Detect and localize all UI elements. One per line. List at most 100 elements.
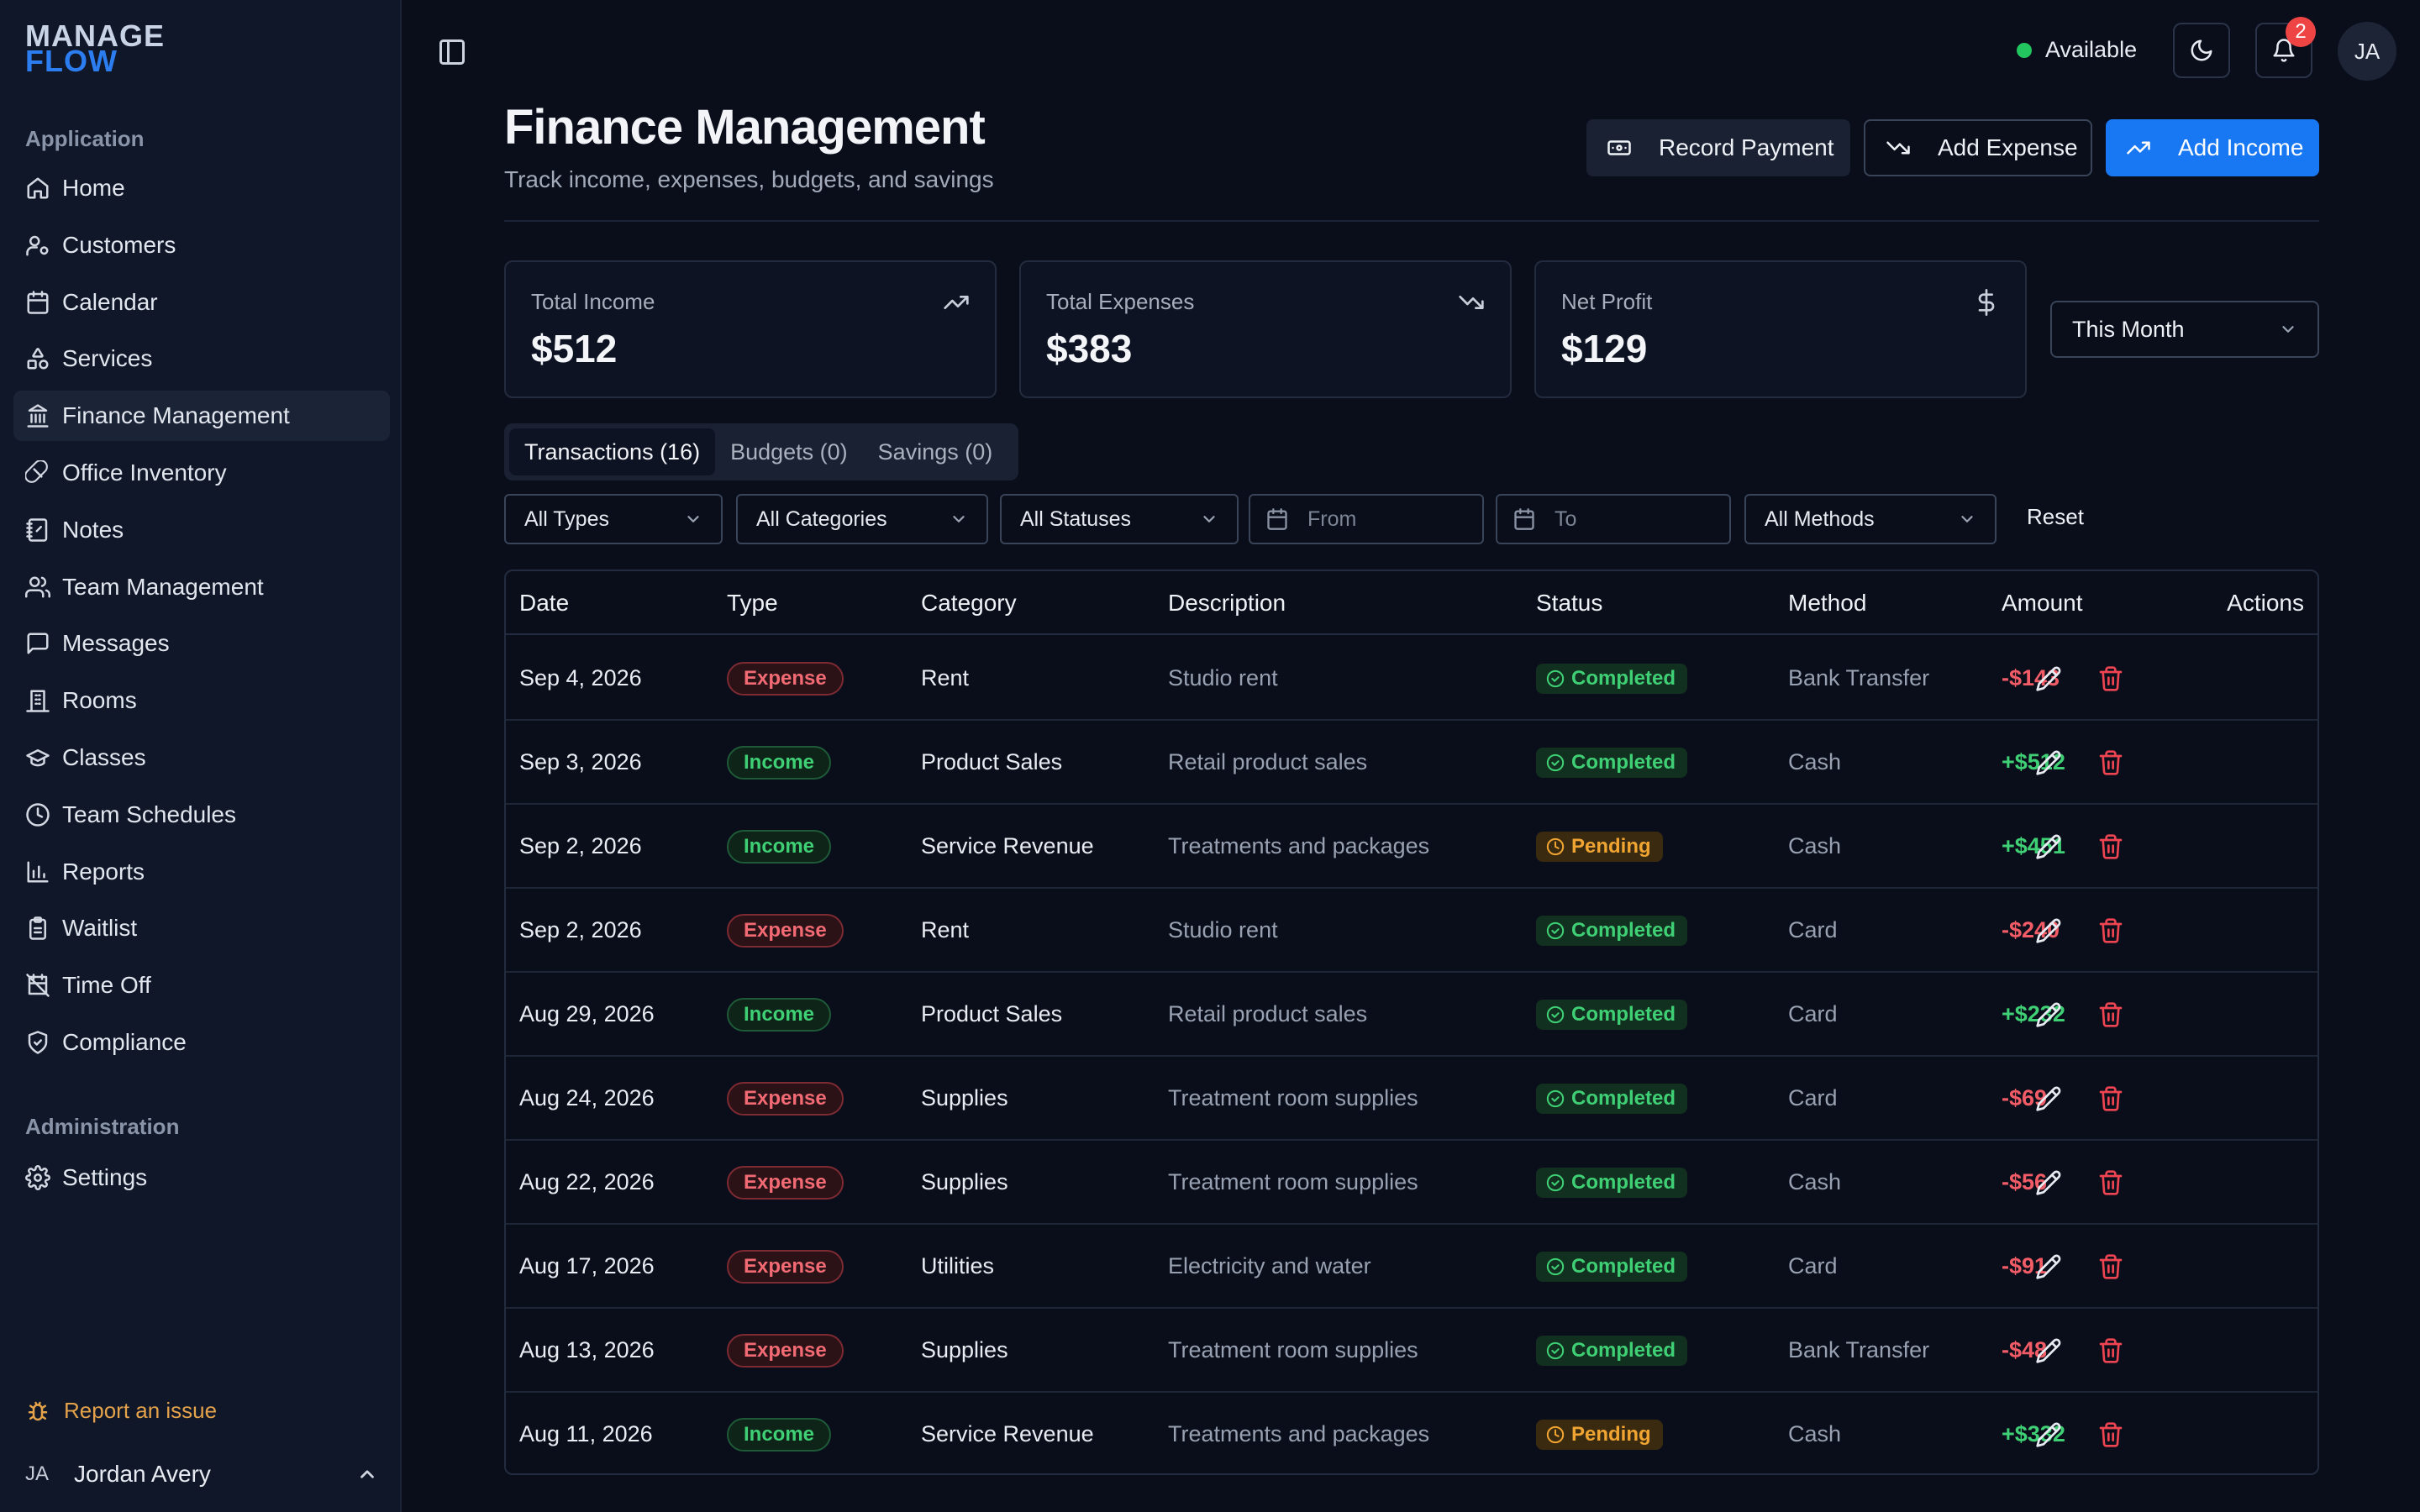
status-filter[interactable]: All Statuses (1000, 494, 1239, 544)
pencil-icon[interactable] (2035, 749, 2062, 776)
availability-status[interactable]: Available (2017, 37, 2137, 63)
table-row[interactable]: Sep 4, 2026 Expense Rent Studio rent Complet… (506, 637, 2317, 721)
trending-up-icon (2127, 141, 2150, 155)
column-header-status[interactable]: Status (1536, 590, 1603, 616)
trash-icon[interactable] (2097, 1337, 2124, 1364)
date-to-input[interactable]: To (1496, 494, 1731, 544)
sidebar-item-calendar[interactable]: Calendar (13, 277, 390, 328)
app-logo[interactable]: MANAGE FLOW (25, 21, 165, 76)
category-filter[interactable]: All Categories (736, 494, 988, 544)
type-filter[interactable]: All Types (504, 494, 723, 544)
column-header-category[interactable]: Category (921, 590, 1017, 616)
table-row[interactable]: Sep 2, 2026 Income Service Revenue Treatmen… (506, 805, 2317, 889)
trash-icon[interactable] (2097, 1001, 2124, 1028)
table-row[interactable]: Sep 2, 2026 Expense Rent Studio rent Complet… (506, 889, 2317, 973)
status-badge: Completed (1536, 1084, 1688, 1114)
status-label: Completed (1571, 1003, 1676, 1026)
table-row[interactable]: Aug 13, 2026 Expense Supplies Treatment roo… (506, 1309, 2317, 1393)
tab-transactions[interactable]: Transactions (16) (509, 428, 716, 475)
trash-icon[interactable] (2097, 1169, 2124, 1196)
period-select[interactable]: This Month (2050, 301, 2319, 358)
trash-icon[interactable] (2097, 665, 2124, 692)
trash-icon[interactable] (2097, 1253, 2124, 1280)
sidebar-item-customers[interactable]: Customers (13, 220, 390, 270)
table-row[interactable]: Aug 22, 2026 Expense Supplies Treatment roo… (506, 1141, 2317, 1225)
add-expense-button[interactable]: Add Expense (1864, 119, 2092, 176)
trash-icon[interactable] (2097, 1085, 2124, 1112)
notifications-button[interactable] (2255, 23, 2312, 78)
user-menu[interactable]: JA Jordan Avery (25, 1453, 378, 1495)
theme-toggle-button[interactable] (2173, 23, 2230, 78)
trash-icon[interactable] (2097, 833, 2124, 860)
pencil-icon[interactable] (2035, 1169, 2062, 1196)
sidebar-item-label: Messages (62, 630, 170, 657)
tab-savings[interactable]: Savings (0) (877, 438, 993, 465)
column-header-type[interactable]: Type (727, 590, 778, 616)
pencil-icon[interactable] (2035, 665, 2062, 692)
pencil-icon[interactable] (2035, 917, 2062, 944)
trending-down-icon (1459, 296, 1484, 309)
pencil-icon[interactable] (2035, 1085, 2062, 1112)
admin-nav: Settings (13, 1152, 390, 1210)
column-header-method[interactable]: Method (1788, 590, 1867, 616)
category-filter-value: All Categories (756, 507, 887, 531)
column-header-date[interactable]: Date (519, 590, 570, 616)
pencil-icon[interactable] (2035, 833, 2062, 860)
cell-description: Treatment room supplies (1168, 1337, 1418, 1362)
sidebar-item-waitlist[interactable]: Waitlist (13, 903, 390, 953)
sidebar-item-time-off[interactable]: Time Off (13, 960, 390, 1011)
sidebar-item-services[interactable]: Services (13, 333, 390, 384)
trash-icon[interactable] (2097, 917, 2124, 944)
status-label: Pending (1571, 1423, 1651, 1446)
type-badge: Expense (727, 1082, 844, 1116)
cell-category: Supplies (921, 1169, 1008, 1194)
column-header-amount[interactable]: Amount (2002, 590, 2083, 616)
table-row[interactable]: Aug 17, 2026 Expense Utilities Electricity … (506, 1225, 2317, 1309)
sidebar-item-team-management[interactable]: Team Management (13, 562, 390, 612)
pencil-icon[interactable] (2035, 1337, 2062, 1364)
stat-card-total-income: Total Income $512 (504, 260, 997, 398)
sidebar-item-classes[interactable]: Classes (13, 732, 390, 783)
column-header-description[interactable]: Description (1168, 590, 1286, 616)
reset-filters-button[interactable]: Reset (2027, 504, 2084, 529)
type-badge: Income (727, 830, 832, 864)
date-from-placeholder: From (1307, 507, 1357, 531)
pencil-icon[interactable] (2035, 1421, 2062, 1448)
sidebar-item-office-inventory[interactable]: Office Inventory (13, 448, 390, 498)
tab-budgets[interactable]: Budgets (0) (730, 438, 848, 465)
sidebar-item-rooms[interactable]: Rooms (13, 675, 390, 726)
table-row[interactable]: Aug 11, 2026 Income Service Revenue Treatme… (506, 1393, 2317, 1473)
check-circle-icon (1546, 1173, 1565, 1192)
sidebar-item-finance-management[interactable]: Finance Management (13, 391, 390, 442)
table-row[interactable]: Sep 3, 2026 Income Product Sales Retail pro… (506, 721, 2317, 805)
type-badge: Income (727, 1418, 832, 1452)
user-avatar-button[interactable]: JA (2338, 22, 2396, 81)
sidebar-toggle-button[interactable] (437, 37, 467, 67)
trash-icon[interactable] (2097, 749, 2124, 776)
table-row[interactable]: Aug 24, 2026 Expense Supplies Treatment roo… (506, 1057, 2317, 1141)
report-issue-link[interactable]: Report an issue (25, 1398, 217, 1424)
method-filter[interactable]: All Methods (1744, 494, 1996, 544)
table-row[interactable]: Aug 29, 2026 Income Product Sales Retail pr… (506, 973, 2317, 1057)
user-name: Jordan Avery (74, 1461, 211, 1487)
sidebar-item-compliance[interactable]: Compliance (13, 1017, 390, 1068)
cell-description: Studio rent (1168, 917, 1278, 942)
sidebar-item-label: Time Off (62, 972, 151, 999)
record-payment-button[interactable]: Record Payment (1586, 119, 1850, 176)
sidebar-item-notes[interactable]: Notes (13, 505, 390, 555)
sidebar-item-messages[interactable]: Messages (13, 618, 390, 669)
add-income-button[interactable]: Add Income (2106, 119, 2319, 176)
date-from-input[interactable]: From (1249, 494, 1484, 544)
trash-icon[interactable] (2097, 1421, 2124, 1448)
cell-date: Aug 22, 2026 (519, 1169, 655, 1194)
sidebar-item-team-schedules[interactable]: Team Schedules (13, 790, 390, 840)
check-circle-icon (1546, 1341, 1565, 1360)
sidebar-item-home[interactable]: Home (13, 163, 390, 213)
cell-date: Sep 2, 2026 (519, 917, 642, 942)
sidebar-item-settings[interactable]: Settings (13, 1152, 390, 1203)
pencil-icon[interactable] (2035, 1253, 2062, 1280)
pencil-icon[interactable] (2035, 1001, 2062, 1028)
cell-date: Sep 4, 2026 (519, 665, 642, 690)
sidebar-item-reports[interactable]: Reports (13, 847, 390, 897)
clipboard-icon (29, 916, 46, 941)
